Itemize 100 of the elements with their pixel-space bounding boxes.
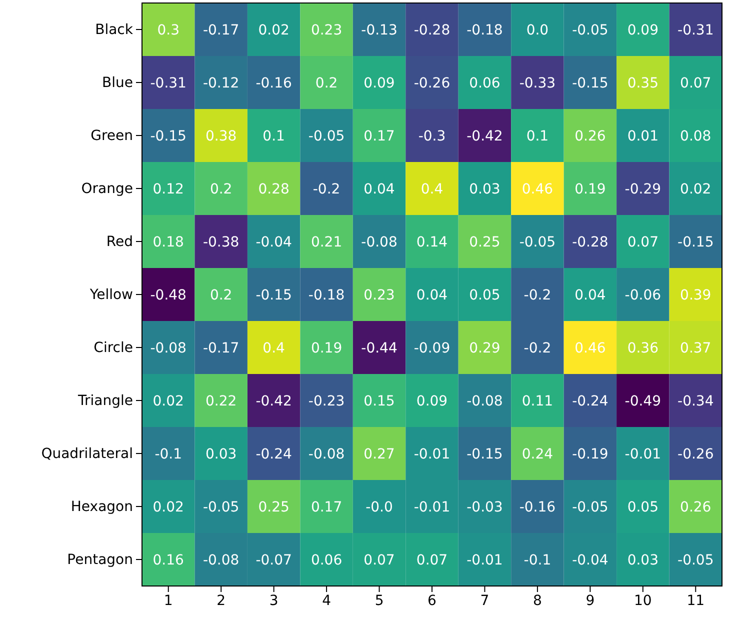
x-tick-label: 6	[428, 592, 437, 609]
x-tick-label: 2	[216, 592, 226, 609]
y-tick-label: Hexagon	[70, 498, 133, 515]
y-tick-label: Circle	[94, 340, 133, 356]
data-label: -0.18	[308, 287, 345, 304]
data-label: -0.15	[572, 75, 608, 92]
data-label: 0.06	[310, 552, 342, 568]
data-label: 0.36	[627, 340, 659, 356]
data-label: -0.08	[150, 340, 186, 356]
data-label: 0.03	[469, 181, 500, 198]
data-label: 0.25	[258, 499, 290, 516]
data-label: -0.24	[572, 393, 608, 410]
data-label: -0.08	[361, 234, 398, 250]
y-tick-label: Blue	[102, 74, 133, 91]
x-tick-label: 11	[686, 592, 705, 609]
data-label: 0.3	[157, 22, 180, 38]
data-label: -0.15	[256, 287, 292, 304]
data-label: -0.05	[572, 22, 608, 38]
data-label: 0.19	[310, 340, 342, 356]
data-label: 0.07	[364, 552, 395, 568]
data-label: -0.38	[202, 234, 240, 250]
data-label: -0.04	[256, 234, 292, 250]
data-label: 0.18	[152, 234, 184, 250]
data-label: 0.02	[680, 181, 712, 198]
x-tick-label: 4	[322, 592, 332, 609]
data-label: -0.06	[624, 287, 662, 304]
data-label: 0.05	[627, 499, 658, 516]
data-label: 0.26	[574, 128, 606, 144]
data-label: 0.2	[315, 75, 338, 92]
data-label: 0.46	[574, 340, 606, 356]
x-tick-label: 9	[586, 592, 595, 609]
data-label: -0.18	[466, 22, 503, 38]
data-label: -0.05	[678, 552, 714, 568]
data-label: 0.02	[152, 393, 184, 410]
data-label: -0.33	[519, 75, 556, 92]
data-label: 0.2	[210, 287, 232, 304]
data-label: -0.19	[572, 446, 608, 462]
data-label: 0.04	[364, 181, 395, 198]
data-label: -0.05	[202, 499, 240, 516]
data-label: 0.28	[258, 181, 290, 198]
data-label: 0.46	[522, 181, 554, 198]
data-label: -0.1	[524, 552, 552, 568]
data-label: 0.05	[469, 287, 500, 304]
data-label: 0.02	[152, 499, 184, 516]
data-label: -0.17	[202, 22, 240, 38]
y-tick-label: Red	[106, 234, 133, 250]
data-label: -0.12	[202, 75, 240, 92]
data-label: 0.23	[364, 287, 395, 304]
data-label: 0.12	[152, 181, 184, 198]
data-label: 0.15	[364, 393, 395, 410]
data-label: -0.01	[624, 446, 662, 462]
data-label: 0.17	[364, 128, 395, 144]
data-label: 0.26	[680, 499, 712, 516]
y-tick-label: Green	[90, 128, 133, 144]
data-label: 0.07	[416, 552, 448, 568]
data-label: 0.1	[262, 128, 285, 144]
data-label: 0.39	[680, 287, 712, 304]
x-tick-label: 1	[164, 592, 173, 609]
data-label: 0.27	[364, 446, 395, 462]
data-label: 0.38	[206, 128, 237, 144]
data-label: -0.24	[256, 446, 292, 462]
y-tick-label: Black	[95, 22, 134, 38]
data-label: -0.17	[202, 340, 240, 356]
x-tick-label: 10	[634, 592, 652, 609]
data-label: -0.23	[308, 393, 345, 410]
data-label: -0.28	[414, 22, 450, 38]
data-label: -0.26	[678, 446, 714, 462]
data-label: 0.04	[574, 287, 606, 304]
data-label: 0.03	[627, 552, 658, 568]
y-tick-label: Yellow	[88, 286, 133, 303]
data-label: -0.1	[154, 446, 182, 462]
data-label: 0.04	[416, 287, 448, 304]
data-label: -0.05	[572, 499, 608, 516]
data-label: 0.2	[210, 181, 232, 198]
data-label: -0.15	[150, 128, 186, 144]
data-label: -0.09	[414, 340, 450, 356]
y-tick-label: Pentagon	[67, 552, 133, 568]
data-label: -0.16	[256, 75, 292, 92]
data-label: -0.2	[524, 287, 552, 304]
data-label: -0.44	[361, 340, 398, 356]
data-label: -0.08	[308, 446, 345, 462]
data-label: -0.29	[624, 181, 662, 198]
x-tick-label: 5	[374, 592, 384, 609]
x-tick-label: 7	[480, 592, 490, 609]
data-label: -0.34	[678, 393, 714, 410]
data-label: 0.11	[522, 393, 554, 410]
data-label: 0.37	[680, 340, 712, 356]
y-tick-label: Orange	[81, 180, 133, 197]
data-label: 0.23	[310, 22, 342, 38]
x-tick-label: 3	[269, 592, 278, 609]
data-label: -0.2	[312, 181, 340, 198]
data-label: 0.09	[627, 22, 658, 38]
data-label: 0.01	[627, 128, 658, 144]
data-label: -0.01	[466, 552, 503, 568]
data-label: -0.0	[366, 499, 393, 516]
data-label: -0.16	[519, 499, 556, 516]
data-label: -0.15	[466, 446, 503, 462]
data-label: 0.24	[522, 446, 554, 462]
data-label: 0.02	[258, 22, 290, 38]
data-label: -0.42	[256, 393, 292, 410]
